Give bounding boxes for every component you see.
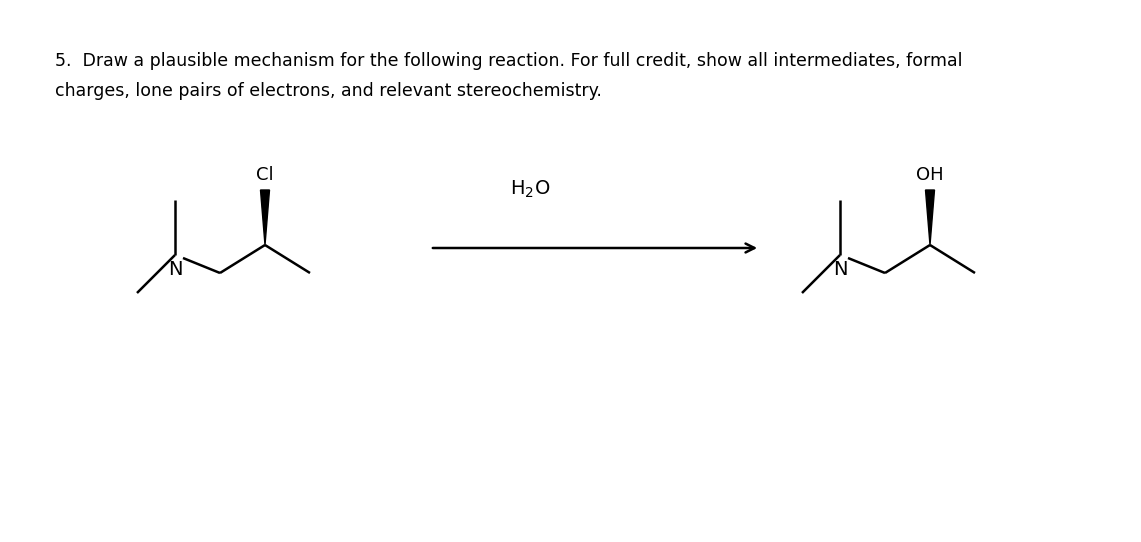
Polygon shape [925,190,934,245]
Polygon shape [260,190,269,245]
Text: charges, lone pairs of electrons, and relevant stereochemistry.: charges, lone pairs of electrons, and re… [55,82,601,100]
Text: OH: OH [916,166,944,184]
Text: N: N [168,260,183,279]
Text: 5.  Draw a plausible mechanism for the following reaction. For full credit, show: 5. Draw a plausible mechanism for the fo… [55,52,963,70]
Text: N: N [833,260,848,279]
Text: H$_2$O: H$_2$O [510,179,550,200]
Text: Cl: Cl [257,166,274,184]
